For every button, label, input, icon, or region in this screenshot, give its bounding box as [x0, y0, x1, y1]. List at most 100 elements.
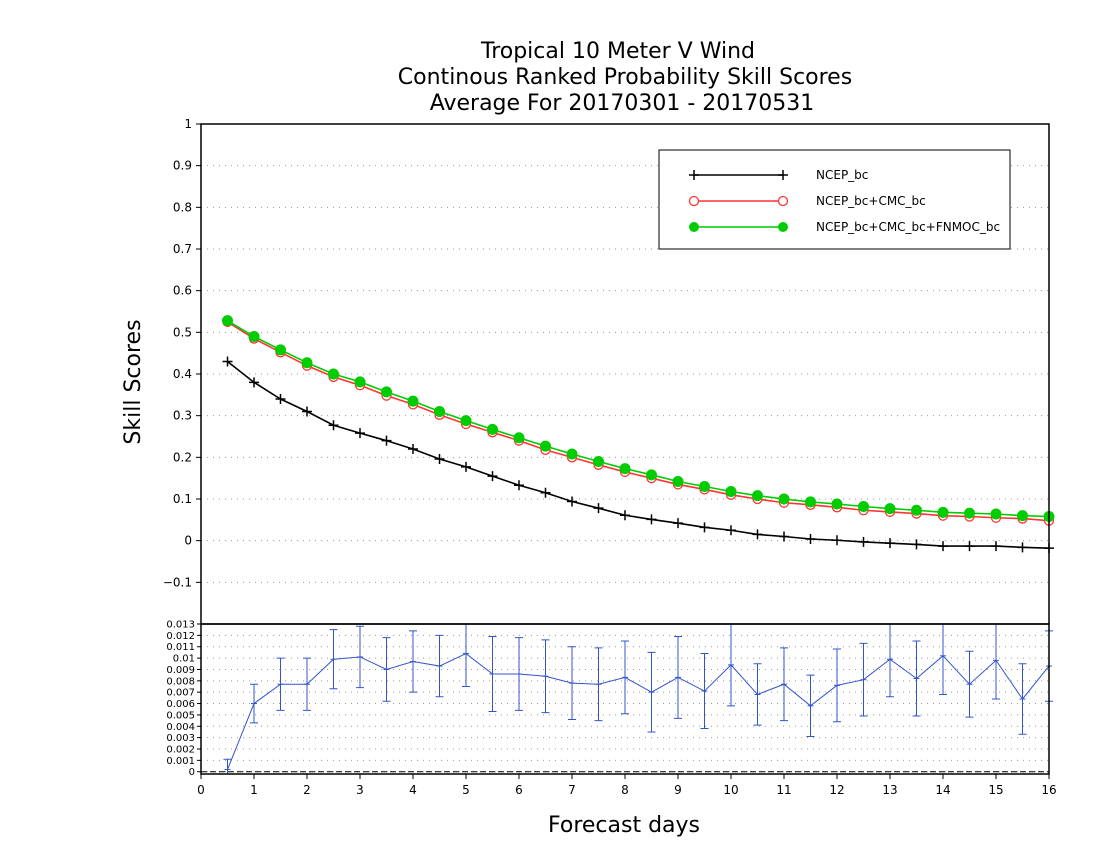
- series-line-2: [227, 319, 1050, 518]
- x-tick-label: 12: [829, 783, 844, 797]
- top-y-tick-label: 0.5: [173, 325, 192, 339]
- series-point-plus: [381, 435, 392, 446]
- series-point-plus: [434, 454, 445, 464]
- series-point-plus: [355, 428, 365, 439]
- x-tick-label: 4: [409, 783, 417, 797]
- series-point-filled-circle: [672, 476, 684, 487]
- x-tick-label: 0: [197, 783, 205, 797]
- bottom-y-tick-label: 0.011: [166, 642, 195, 653]
- series-point-plus: [858, 536, 869, 547]
- series-point-filled-circle: [884, 503, 896, 515]
- difference-line: [227, 652, 1050, 770]
- series-point-plus: [646, 514, 657, 525]
- x-tick-label: 15: [988, 783, 1003, 797]
- bottom-y-tick-label: 0.013: [166, 620, 195, 631]
- series-point-filled-circle: [646, 469, 657, 481]
- series-point-filled-circle: [540, 440, 551, 452]
- bottom-y-tick-label: 0.008: [166, 676, 195, 687]
- legend-items: NCEP_bc NCEP_bc+CMC_bc NCEP_bc+CMC_bc+FNMO…: [688, 168, 1000, 234]
- top-panel-y-ticks: −0.1 0 0.1 0.2 0.3 0.4 0.5 0.6 0.7 0.8 0.9 1: [163, 117, 201, 589]
- chart-title-line-2: Continous Ranked Probability Skill Score…: [398, 65, 852, 90]
- series-point-plus: [1017, 542, 1028, 553]
- series-point-plus: [275, 394, 286, 404]
- series-point-plus: [805, 534, 816, 544]
- series-point-plus: [832, 535, 842, 546]
- series-point-plus: [620, 510, 630, 521]
- x-tick-label: 5: [462, 783, 470, 797]
- legend-marker-filled-circle: [689, 222, 699, 232]
- x-tick-label: 10: [723, 783, 738, 797]
- series-point-filled-circle: [778, 493, 790, 505]
- series-point-filled-circle: [858, 501, 869, 512]
- series-point-filled-circle: [937, 506, 949, 518]
- x-tick-label: 13: [882, 783, 897, 797]
- x-tick-label: 3: [356, 783, 364, 797]
- bottom-y-tick-label: 0.002: [166, 745, 195, 756]
- top-panel-series: [222, 315, 1055, 554]
- series-point-plus: [673, 518, 683, 529]
- series-point-plus: [885, 538, 895, 549]
- series-point-plus: [938, 541, 948, 552]
- x-tick-label: 7: [568, 783, 576, 797]
- series-point-filled-circle: [752, 490, 763, 502]
- bottom-y-tick-label: 0.005: [166, 710, 195, 721]
- top-y-tick-label: 0: [184, 534, 192, 548]
- legend-marker-filled-circle: [778, 222, 788, 232]
- series-point-plus: [911, 539, 922, 550]
- bottom-y-tick-label: 0.01: [173, 654, 195, 665]
- bottom-y-tick-label: 0.009: [166, 665, 195, 676]
- series-point-filled-circle: [805, 496, 816, 508]
- series-point-filled-circle: [699, 481, 710, 492]
- bottom-y-tick-label: 0.001: [166, 756, 195, 767]
- series-point-filled-circle: [487, 423, 498, 435]
- legend-label-2: NCEP_bc+CMC_bc+FNMOC_bc: [816, 220, 1000, 234]
- top-y-tick-label: 0.8: [173, 200, 192, 214]
- series-point-filled-circle: [248, 331, 260, 342]
- series-point-plus: [699, 522, 710, 533]
- legend: NCEP_bc NCEP_bc+CMC_bc NCEP_bc+CMC_bc+FNMO…: [658, 149, 1011, 250]
- bottom-y-tick-label: 0.007: [166, 688, 195, 699]
- series-point-filled-circle: [301, 357, 313, 369]
- series-line-0: [227, 360, 1050, 549]
- bottom-panel-y-ticks: 00.0010.0020.0030.0040.0050.0060.0070.00…: [166, 620, 201, 778]
- series-point-filled-circle: [354, 376, 366, 388]
- error-bar: [886, 623, 894, 698]
- legend-marker-plus: [778, 170, 788, 180]
- legend-marker-plus: [689, 170, 699, 180]
- top-y-tick-label: 0.2: [173, 450, 192, 464]
- legend-label-1: NCEP_bc+CMC_bc: [816, 194, 926, 208]
- top-y-tick-label: 0.3: [173, 409, 192, 423]
- series-point-plus: [567, 496, 577, 507]
- series-point-plus: [593, 503, 604, 514]
- bottom-panel-series: [223, 623, 1053, 775]
- series-point-plus: [249, 377, 259, 388]
- top-y-tick-label: 0.1: [173, 492, 192, 506]
- legend-marker-open-circle: [688, 195, 700, 207]
- series-point-plus: [540, 487, 551, 498]
- bottom-y-tick-label: 0.004: [166, 722, 195, 733]
- bottom-panel-grid: [201, 623, 1049, 773]
- series-point-plus: [408, 444, 418, 454]
- top-y-tick-label: 0.6: [173, 284, 192, 298]
- top-y-tick-label: 0.7: [173, 242, 192, 256]
- series-line-1: [227, 321, 1050, 522]
- series-point-filled-circle: [964, 507, 975, 519]
- x-axis-title: Forecast days: [548, 813, 700, 838]
- y-axis-title: Skill Scores: [121, 319, 146, 444]
- series-point-plus: [964, 541, 975, 552]
- series-point-plus: [779, 531, 789, 542]
- top-y-tick-label: 0.9: [173, 159, 192, 173]
- series-point-plus: [302, 406, 312, 417]
- series-point-plus: [487, 471, 498, 482]
- series-point-plus: [726, 525, 736, 536]
- series-point-filled-circle: [381, 386, 392, 398]
- bottom-y-tick-label: 0.012: [166, 631, 195, 642]
- series-point-filled-circle: [275, 344, 286, 356]
- legend-box: [658, 149, 1011, 250]
- x-axis-ticks: 0 1 2 3 4 5 6 7 8 9 10 11 12 13 14 15 16: [197, 774, 1057, 797]
- x-tick-label: 9: [674, 783, 682, 797]
- series-point-filled-circle: [407, 395, 419, 407]
- series-point-filled-circle: [593, 456, 604, 467]
- series-point-filled-circle: [911, 504, 922, 516]
